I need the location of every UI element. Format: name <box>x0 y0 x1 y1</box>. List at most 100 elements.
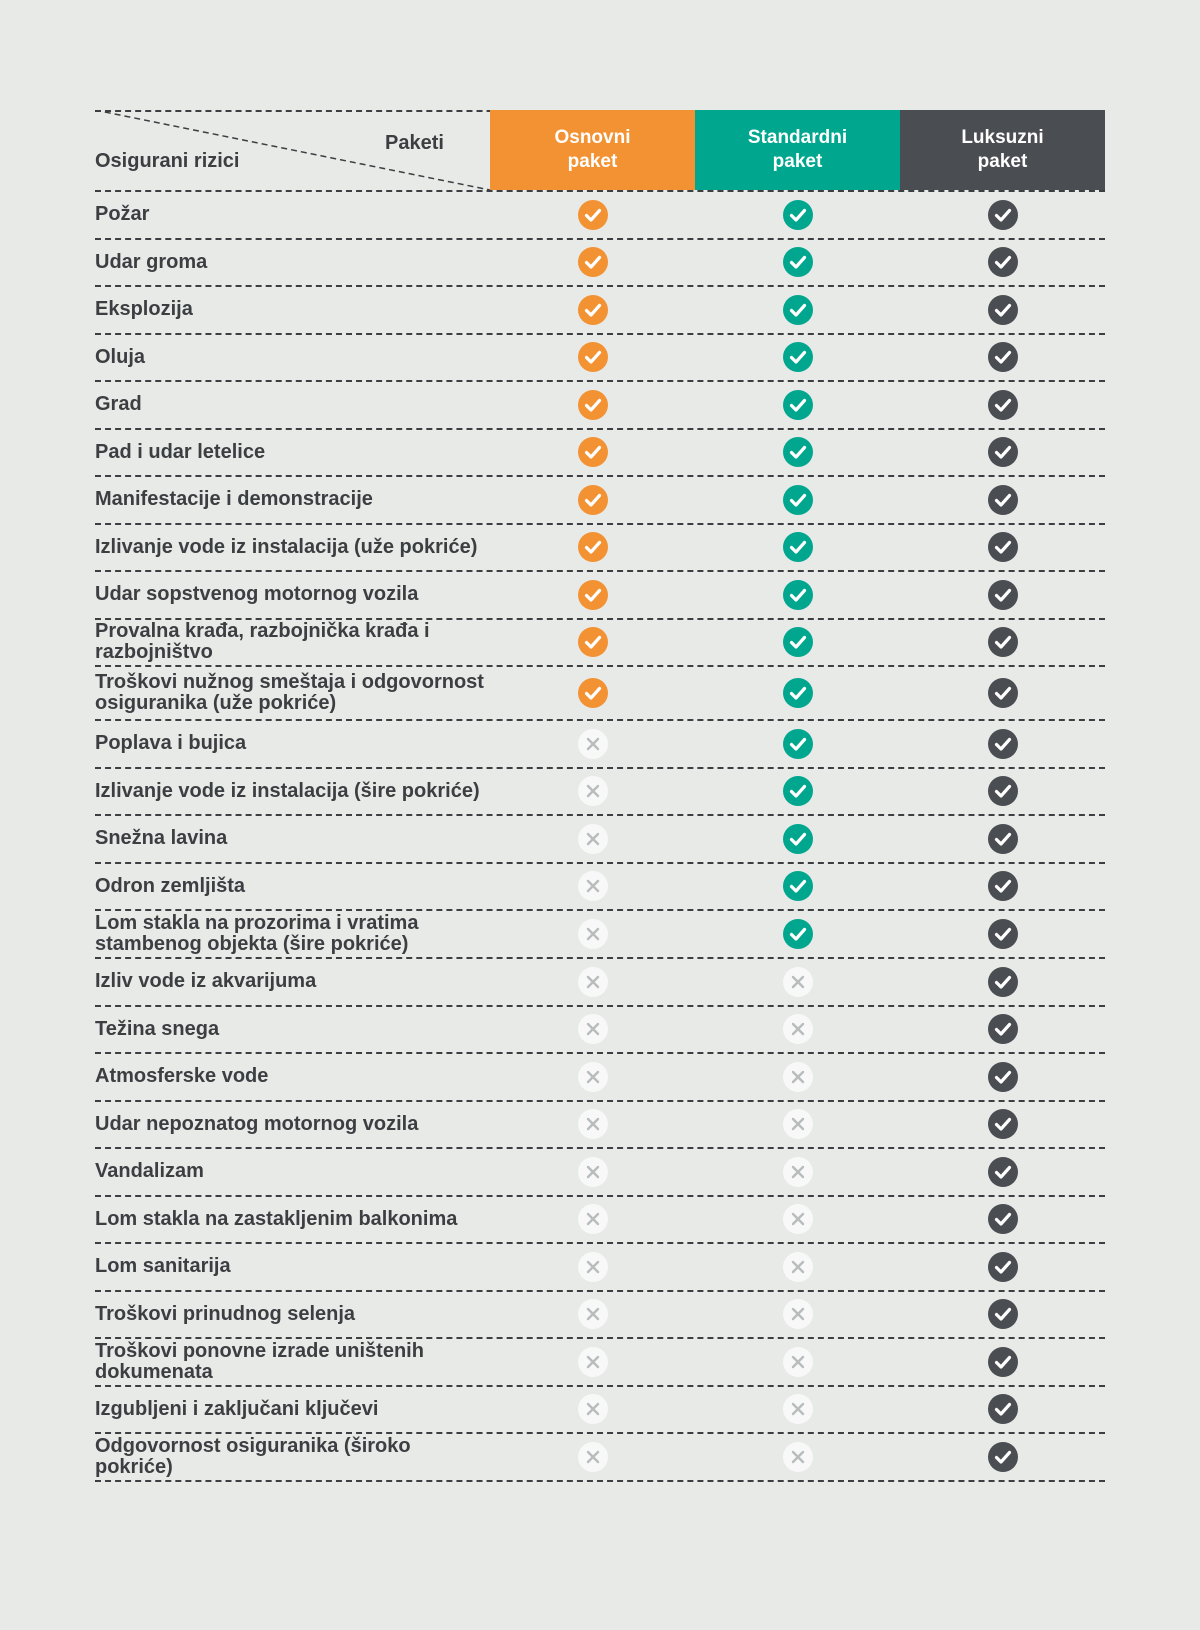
cross-icon <box>577 1441 608 1472</box>
coverage-cell-standardni <box>695 247 900 278</box>
check-icon <box>577 678 608 708</box>
coverage-cell-standardni <box>695 579 900 610</box>
coverage-cell-luksuzni <box>900 1299 1105 1330</box>
coverage-cell-osnovni <box>490 1299 695 1330</box>
check-icon <box>987 1441 1018 1472</box>
coverage-cell-osnovni <box>490 247 695 278</box>
coverage-cell-luksuzni <box>900 247 1105 278</box>
coverage-cell-osnovni <box>490 678 695 708</box>
coverage-cell-osnovni <box>490 342 695 373</box>
table-row: Lom sanitarija <box>95 1244 1105 1292</box>
cross-icon <box>577 1109 608 1140</box>
table-row: Odron zemljišta <box>95 864 1105 911</box>
risk-label: Udar groma <box>95 250 208 273</box>
cross-icon <box>782 1394 813 1425</box>
cross-icon <box>577 966 608 997</box>
cross-icon <box>782 1441 813 1472</box>
coverage-cell-osnovni <box>490 728 695 759</box>
coverage-cell-osnovni <box>490 871 695 902</box>
table-row: Izlivanje vode iz instalacija (uže pokri… <box>95 525 1105 572</box>
table-row: Grad <box>95 382 1105 430</box>
coverage-cell-osnovni <box>490 1014 695 1045</box>
table-row: Pad i udar letelice <box>95 430 1105 477</box>
check-icon <box>987 1251 1018 1282</box>
table-row: Udar groma <box>95 240 1105 287</box>
header-packages-label: Paketi <box>385 132 444 154</box>
risk-label: Pad i udar letelice <box>95 440 266 463</box>
coverage-cell-standardni <box>695 728 900 759</box>
table-row: Izliv vode iz akvarijuma <box>95 959 1105 1007</box>
coverage-cell-standardni <box>695 966 900 997</box>
check-icon <box>987 919 1018 949</box>
check-icon <box>782 532 813 563</box>
cross-icon <box>577 1014 608 1045</box>
coverage-cell-standardni <box>695 678 900 708</box>
check-icon <box>987 342 1018 373</box>
coverage-cell-osnovni <box>490 1109 695 1140</box>
coverage-cell-luksuzni <box>900 484 1105 515</box>
risk-label: Udar nepoznatog motornog vozila <box>95 1112 419 1135</box>
check-icon <box>577 294 608 325</box>
coverage-cell-osnovni <box>490 437 695 468</box>
coverage-cell-osnovni <box>490 294 695 325</box>
table-row: Lom stakla na prozorima i vratima stambe… <box>95 911 1105 959</box>
coverage-cell-standardni <box>695 437 900 468</box>
table-row: Atmosferske vode <box>95 1054 1105 1102</box>
cross-icon <box>782 1061 813 1092</box>
coverage-cell-standardni <box>695 1346 900 1377</box>
coverage-cell-luksuzni <box>900 966 1105 997</box>
table-row: Udar sopstvenog motornog vozila <box>95 572 1105 620</box>
coverage-cell-osnovni <box>490 199 695 230</box>
table-row: Lom stakla na zastakljenim balkonima <box>95 1197 1105 1244</box>
table-row: Izgubljeni i zaključani ključevi <box>95 1387 1105 1434</box>
check-icon <box>987 1299 1018 1330</box>
coverage-cell-osnovni <box>490 389 695 420</box>
check-icon <box>782 342 813 373</box>
coverage-cell-osnovni <box>490 627 695 658</box>
check-icon <box>782 627 813 658</box>
cross-icon <box>577 1346 608 1377</box>
check-icon <box>577 247 608 278</box>
check-icon <box>577 437 608 468</box>
coverage-cell-standardni <box>695 484 900 515</box>
check-icon <box>987 294 1018 325</box>
table-header: Paketi Osigurani rizici Osnovni paket St… <box>95 110 1105 192</box>
check-icon <box>987 532 1018 563</box>
table-row: Troškovi nužnog smeštaja i odgovornost o… <box>95 667 1105 721</box>
check-icon <box>782 247 813 278</box>
coverage-cell-luksuzni <box>900 1251 1105 1282</box>
package-name: Osnovni <box>554 127 631 148</box>
table-row: Troškovi prinudnog selenja <box>95 1292 1105 1339</box>
cross-icon <box>782 1156 813 1187</box>
risk-label: Manifestacije i demonstracije <box>95 488 373 511</box>
package-suffix: paket <box>977 151 1028 172</box>
coverage-cell-osnovni <box>490 1394 695 1425</box>
coverage-table: Paketi Osigurani rizici Osnovni paket St… <box>95 110 1105 1482</box>
coverage-cell-luksuzni <box>900 579 1105 610</box>
cross-icon <box>782 1251 813 1282</box>
table-body: Požar Udar groma Eksplozija Oluja Grad Pad i … <box>95 192 1105 1482</box>
table-row: Udar nepoznatog motornog vozila <box>95 1102 1105 1149</box>
coverage-cell-luksuzni <box>900 678 1105 708</box>
table-row: Snežna lavina <box>95 816 1105 864</box>
cross-icon <box>782 1014 813 1045</box>
package-name: Standardni <box>747 127 848 148</box>
check-icon <box>577 342 608 373</box>
coverage-cell-standardni <box>695 199 900 230</box>
risk-label: Poplava i bujica <box>95 732 247 755</box>
header-risks-label: Osigurani rizici <box>95 150 240 172</box>
cross-icon <box>782 1346 813 1377</box>
check-icon <box>987 579 1018 610</box>
check-icon <box>987 1204 1018 1235</box>
coverage-cell-luksuzni <box>900 389 1105 420</box>
check-icon <box>987 437 1018 468</box>
table-row: Odgovornost osiguranika (široko pokriće) <box>95 1434 1105 1482</box>
table-row: Oluja <box>95 335 1105 382</box>
coverage-cell-standardni <box>695 1109 900 1140</box>
coverage-cell-luksuzni <box>900 871 1105 902</box>
cross-icon <box>782 1204 813 1235</box>
check-icon <box>987 966 1018 997</box>
table-row: Troškovi ponovne izrade uništenih dokume… <box>95 1339 1105 1387</box>
check-icon <box>782 484 813 515</box>
cross-icon <box>577 728 608 759</box>
